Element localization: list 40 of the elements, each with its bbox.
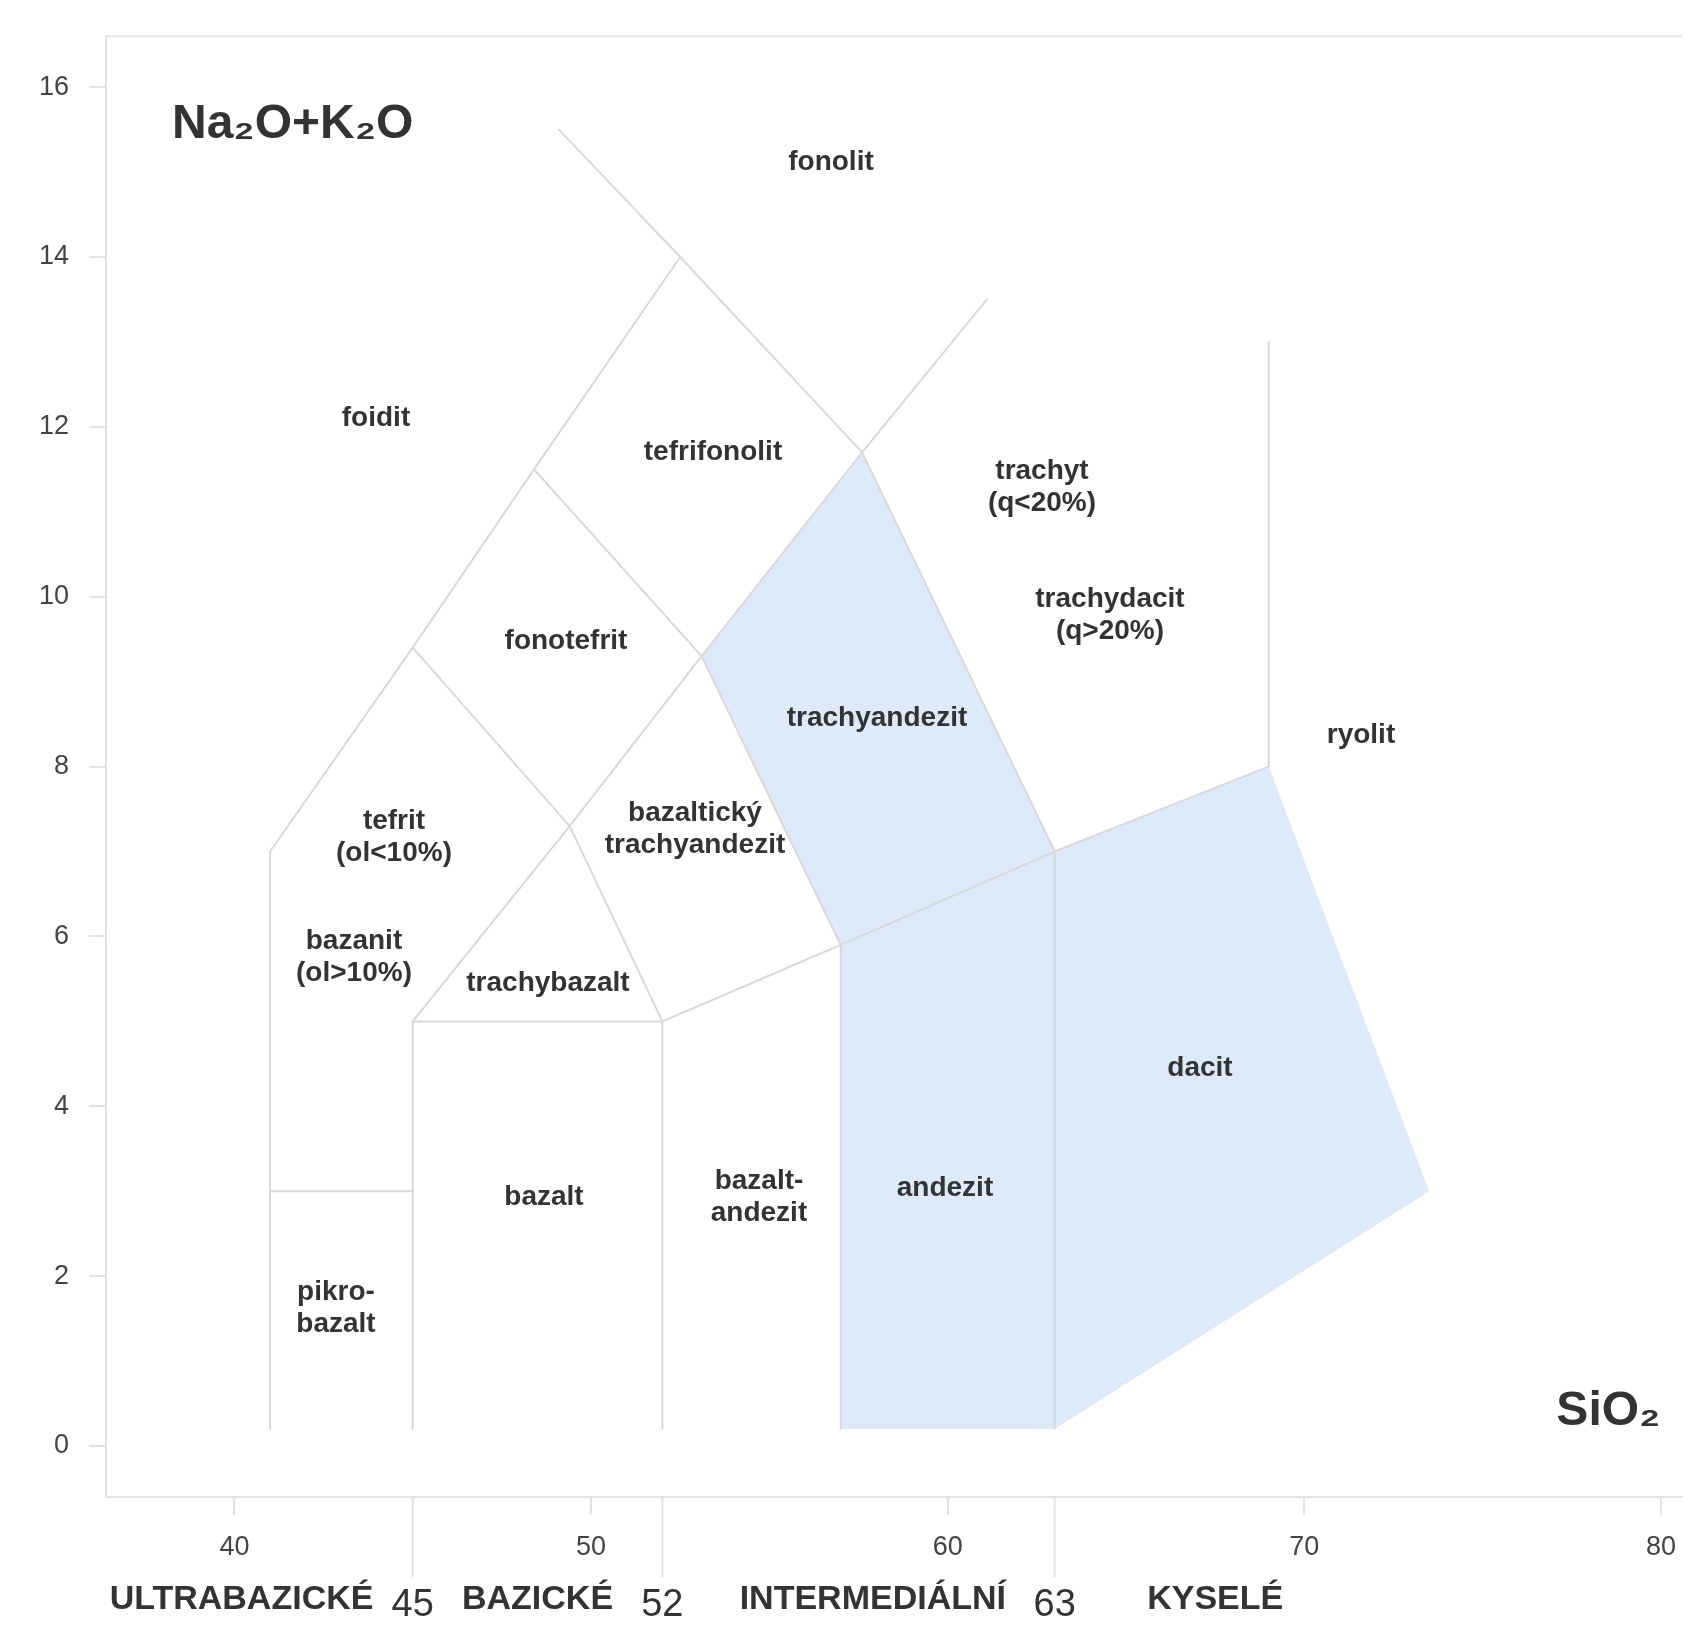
- x-tick-label: 40: [219, 1530, 250, 1561]
- annotation: fonotefrit: [504, 623, 628, 655]
- x-tick-label: 50: [576, 1530, 607, 1561]
- annotation: foidit: [341, 400, 411, 432]
- annotation: tefrifonolit: [643, 434, 783, 466]
- annotation: fonolit: [788, 144, 874, 176]
- annotation: ryolit: [1326, 717, 1396, 749]
- annotation: andezit: [896, 1170, 994, 1202]
- y-tick-label: 0: [53, 1429, 69, 1460]
- annotation: tefrit (ol<10%): [336, 803, 452, 867]
- annotation: bazalt: [504, 1179, 584, 1211]
- y-tick-label: 14: [38, 240, 69, 271]
- y-tick-label: 10: [38, 580, 69, 611]
- x2-tick-label: 63: [1033, 1582, 1076, 1625]
- y-tick-label: 4: [53, 1089, 69, 1120]
- x2-tick-label: 52: [641, 1582, 684, 1625]
- x-tick-label: 80: [1645, 1530, 1677, 1561]
- annotation: bazalt- andezit: [710, 1163, 808, 1227]
- y-axis-title: Na₂O+K₂O: [172, 95, 414, 149]
- x-axis-title: SiO₂: [1556, 1382, 1661, 1435]
- x-tick-label: 70: [1289, 1530, 1320, 1561]
- x2-tick-label: KYSELÉ: [1147, 1578, 1284, 1617]
- annotation: trachybazalt: [466, 965, 630, 997]
- y-tick-label: 6: [53, 919, 69, 950]
- x2-tick-label: 45: [391, 1582, 434, 1625]
- x2-tick-label: ULTRABAZICKÉ: [109, 1578, 374, 1617]
- annotation: bazanit (ol>10%): [296, 923, 412, 987]
- annotation: trachyt (q<20%): [987, 453, 1097, 517]
- annotation: dacit: [1167, 1050, 1233, 1082]
- x2-tick-label: BAZICKÉ: [461, 1578, 614, 1617]
- x2-tick-label: INTERMEDIÁLNÍ: [739, 1578, 1008, 1617]
- annotation: trachyandezit: [786, 700, 968, 732]
- y-tick-label: 12: [38, 410, 69, 441]
- y-tick-label: 16: [38, 70, 69, 101]
- x-tick-label: 60: [932, 1530, 963, 1561]
- y-tick-label: 8: [53, 750, 69, 781]
- annotation: bazaltický trachyandezit: [604, 795, 786, 859]
- annotation: pikro- bazalt: [296, 1274, 376, 1338]
- y-tick-label: 2: [53, 1259, 69, 1290]
- annotation: trachydacit (q>20%): [1035, 581, 1185, 645]
